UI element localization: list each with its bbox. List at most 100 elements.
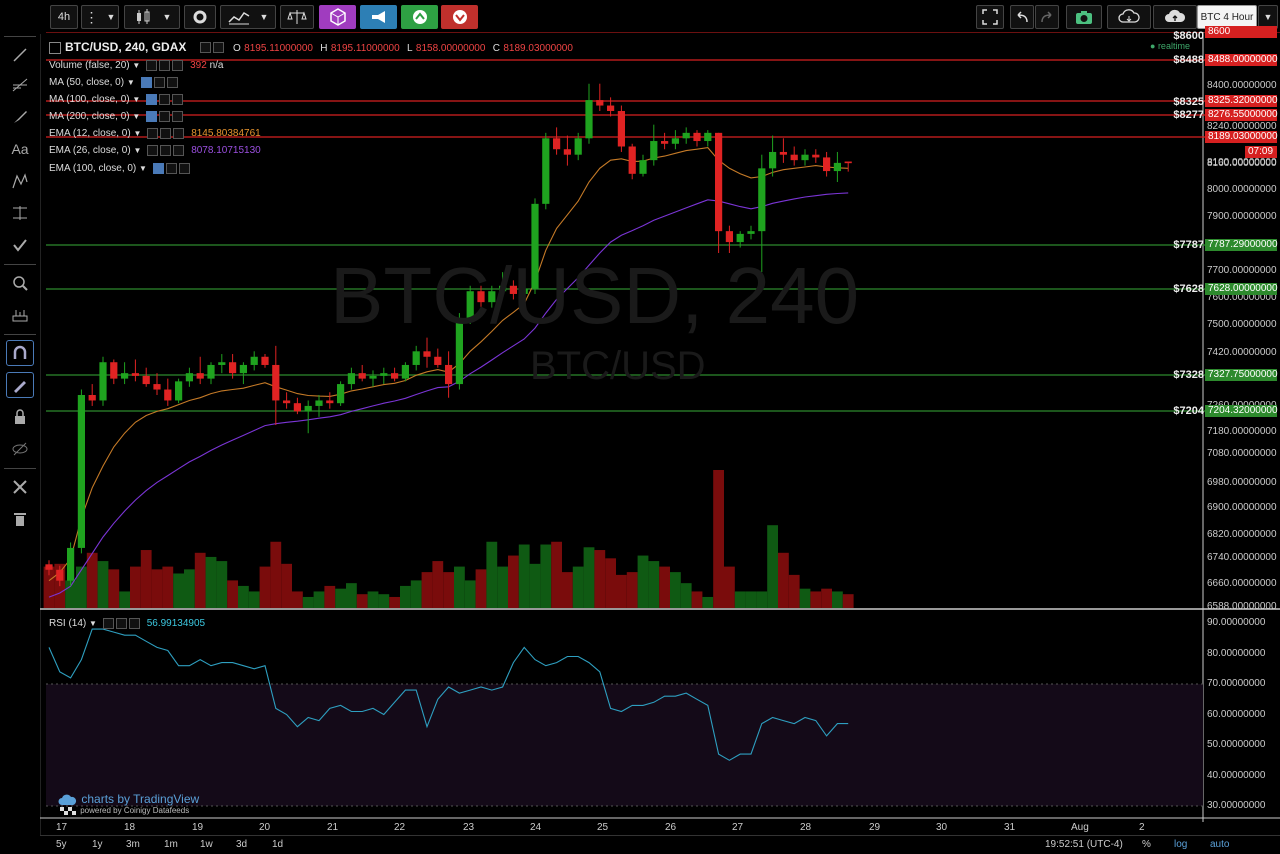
range-button[interactable]: 1y (92, 839, 103, 850)
settings-icon[interactable] (115, 618, 127, 629)
legend-ma100[interactable]: MA (100, close, 0) ▼ (49, 94, 184, 105)
pattern-tool-icon[interactable] (6, 168, 34, 194)
legend-ema100[interactable]: EMA (100, close, 0) ▼ (49, 163, 190, 174)
log-toggle[interactable]: log (1174, 839, 1188, 850)
close-icon[interactable] (178, 163, 190, 174)
legend-ema26[interactable]: EMA (26, close, 0) ▼ 8078.10715130 (49, 145, 261, 156)
prediction-tool-icon[interactable] (6, 200, 34, 226)
volume-bar (702, 596, 714, 608)
close-icon[interactable] (172, 111, 184, 122)
volume-bar (497, 566, 508, 608)
settings-icon[interactable] (159, 94, 171, 105)
chart-area[interactable] (40, 32, 1280, 822)
legend-ma200[interactable]: MA (200, close, 0) ▼ (49, 111, 184, 122)
volume-bar (562, 572, 573, 608)
time-tick-label: 27 (732, 822, 744, 833)
hidden-toggle-icon[interactable] (146, 94, 158, 105)
interval-button[interactable]: 4h (50, 5, 78, 29)
measure-icon[interactable] (6, 302, 34, 328)
auto-toggle[interactable]: auto (1210, 839, 1230, 850)
snapshot-button[interactable] (1066, 5, 1102, 29)
range-button[interactable]: 3m (126, 839, 140, 850)
volume-bar (832, 591, 843, 608)
ema100-label: EMA (100, close, 0) (49, 163, 137, 175)
hidden-toggle-icon[interactable] (140, 77, 152, 88)
trash-icon[interactable] (6, 506, 34, 532)
load-chart-button[interactable] (1107, 5, 1151, 29)
brush-icon[interactable] (6, 104, 34, 130)
buy-button[interactable] (401, 5, 438, 29)
candle-type-icon (136, 9, 150, 24)
volume-bar (119, 591, 130, 608)
magnet-icon[interactable] (6, 340, 34, 366)
visibility-icon[interactable] (147, 145, 159, 156)
lock-icon[interactable] (6, 404, 34, 430)
sell-button[interactable] (441, 5, 478, 29)
save-chart-button[interactable] (1153, 5, 1197, 29)
hidden-toggle-icon[interactable] (146, 111, 158, 122)
trend-line-icon[interactable] (6, 42, 34, 68)
range-button[interactable]: 5y (56, 839, 67, 850)
settings-icon[interactable] (146, 60, 158, 71)
range-button[interactable]: 1d (272, 839, 284, 850)
volume-bar (194, 552, 206, 608)
settings-icon[interactable] (159, 111, 171, 122)
cube-button[interactable] (319, 5, 356, 29)
volume-bar (378, 594, 390, 608)
visibility-icon[interactable] (102, 618, 114, 629)
settings-icon[interactable] (160, 128, 172, 139)
checkmark-icon[interactable] (6, 232, 34, 258)
watermark-main: BTC/USD, 240 (330, 251, 860, 340)
volume-bar (670, 572, 681, 608)
close-icon[interactable] (173, 145, 185, 156)
fib-tool-icon[interactable] (6, 72, 34, 98)
visibility-icon[interactable] (147, 128, 159, 139)
candle-body (131, 373, 139, 376)
legend-ma50[interactable]: MA (50, close, 0) ▼ (49, 77, 178, 88)
volume-bar (724, 566, 735, 608)
percent-toggle[interactable]: % (1142, 839, 1151, 850)
settings-icon[interactable] (165, 163, 177, 174)
settings-button[interactable] (184, 5, 216, 29)
symbol-format-icon[interactable] (212, 42, 224, 54)
hide-icon[interactable] (6, 436, 34, 462)
zoom-icon[interactable] (6, 270, 34, 296)
open-value: 8195.11000000 (244, 43, 313, 54)
close-icon[interactable] (166, 77, 178, 88)
compare-button[interactable] (280, 5, 314, 29)
announce-button[interactable] (360, 5, 397, 29)
settings-icon[interactable] (153, 77, 165, 88)
legend-volume[interactable]: Volume (false, 20) ▼ 392 n/a (49, 60, 223, 71)
settings-icon[interactable] (160, 145, 172, 156)
redo-button[interactable] (1035, 5, 1059, 29)
more-menu-button[interactable]: ⋮ ▼ (81, 5, 119, 29)
tradingview-branding[interactable]: charts by TradingView (58, 792, 199, 806)
chevron-down-icon: ▼ (132, 112, 141, 122)
candle-body (596, 100, 604, 106)
fullscreen-button[interactable] (976, 5, 1004, 29)
close-icon[interactable] (172, 94, 184, 105)
text-tool-icon[interactable]: Aa (11, 141, 29, 157)
legend-rsi[interactable]: RSI (14) ▼ 56.99134905 (49, 618, 205, 629)
chart-type-button[interactable]: ▼ (124, 5, 180, 29)
visibility-icon[interactable] (159, 60, 171, 71)
price-tick-label: 8160.00000000 (1207, 158, 1277, 169)
close-icon[interactable] (128, 618, 140, 629)
undo-button[interactable] (1010, 5, 1034, 29)
volume-bar (778, 552, 789, 608)
range-button[interactable]: 3d (236, 839, 248, 850)
legend-ema12[interactable]: EMA (12, close, 0) ▼ 8145.80384761 (49, 128, 261, 139)
hidden-toggle-icon[interactable] (152, 163, 164, 174)
range-button[interactable]: 1w (200, 839, 213, 850)
volume-bar (788, 574, 800, 608)
stay-drawing-icon[interactable] (6, 372, 34, 398)
range-button[interactable]: 1m (164, 839, 178, 850)
symbol-settings-icon[interactable] (199, 42, 211, 54)
level-short-label: $8488 (1173, 54, 1204, 66)
collapse-icon[interactable] (49, 41, 61, 54)
indicators-button[interactable]: ▼ (220, 5, 276, 29)
close-icon[interactable] (172, 60, 184, 71)
volume-bar (324, 585, 336, 608)
settings-tools-icon[interactable] (6, 474, 34, 500)
close-icon[interactable] (173, 128, 185, 139)
